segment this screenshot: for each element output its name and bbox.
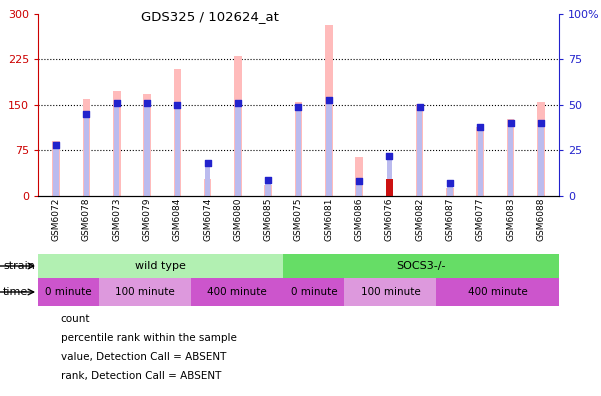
Bar — [205, 163, 210, 196]
Point — [536, 120, 546, 126]
Text: time: time — [3, 287, 28, 297]
Bar — [325, 25, 332, 196]
Bar — [447, 183, 453, 196]
Bar — [191, 278, 283, 306]
Text: GDS325 / 102624_at: GDS325 / 102624_at — [141, 10, 279, 23]
Bar — [508, 123, 513, 196]
Bar — [326, 99, 332, 196]
Text: SOCS3-/-: SOCS3-/- — [396, 261, 446, 271]
Text: 100 minute: 100 minute — [361, 287, 420, 297]
Bar — [537, 102, 545, 196]
Point — [203, 160, 212, 166]
Bar — [235, 103, 240, 196]
Point — [354, 178, 364, 185]
Point — [475, 124, 485, 130]
Text: wild type: wild type — [135, 261, 186, 271]
Bar — [356, 181, 362, 196]
Bar — [477, 128, 484, 196]
Point — [445, 180, 455, 187]
Bar — [38, 278, 99, 306]
Bar — [83, 99, 90, 196]
Bar — [175, 105, 180, 196]
Bar — [174, 69, 181, 196]
Text: rank, Detection Call = ABSENT: rank, Detection Call = ABSENT — [61, 371, 221, 381]
Bar — [386, 179, 393, 196]
Bar — [294, 102, 302, 196]
Bar — [416, 104, 424, 196]
Bar — [204, 179, 212, 196]
Bar — [84, 114, 89, 196]
Text: percentile rank within the sample: percentile rank within the sample — [61, 333, 237, 343]
Bar — [446, 188, 454, 196]
Text: count: count — [61, 314, 90, 324]
Text: 0 minute: 0 minute — [290, 287, 337, 297]
Bar — [234, 57, 242, 196]
Point — [385, 153, 394, 159]
Point — [172, 102, 182, 108]
Bar — [283, 254, 559, 278]
Bar — [355, 156, 363, 196]
Point — [415, 104, 424, 110]
Text: 400 minute: 400 minute — [207, 287, 267, 297]
Point — [263, 177, 273, 183]
Point — [324, 96, 334, 103]
Bar — [266, 180, 271, 196]
Bar — [52, 141, 60, 196]
Bar — [144, 103, 150, 196]
Point — [142, 100, 152, 107]
Text: 400 minute: 400 minute — [468, 287, 528, 297]
Text: 100 minute: 100 minute — [115, 287, 175, 297]
Bar — [417, 107, 423, 196]
Bar — [283, 278, 344, 306]
Bar — [53, 145, 59, 196]
Bar — [99, 278, 191, 306]
Point — [233, 100, 243, 107]
Bar — [38, 254, 283, 278]
Text: 0 minute: 0 minute — [45, 287, 92, 297]
Point — [51, 142, 61, 148]
Text: strain: strain — [3, 261, 35, 271]
Bar — [114, 103, 120, 196]
Point — [82, 111, 91, 117]
Bar — [478, 127, 483, 196]
Point — [112, 100, 121, 107]
Text: value, Detection Call = ABSENT: value, Detection Call = ABSENT — [61, 352, 226, 362]
Bar — [507, 119, 514, 196]
Point — [294, 104, 304, 110]
Bar — [143, 94, 151, 196]
Bar — [113, 91, 121, 196]
Bar — [386, 156, 392, 196]
Bar — [296, 107, 301, 196]
Point — [505, 120, 515, 126]
Bar — [538, 123, 543, 196]
Bar — [264, 185, 272, 196]
Bar — [436, 278, 559, 306]
Bar — [344, 278, 436, 306]
